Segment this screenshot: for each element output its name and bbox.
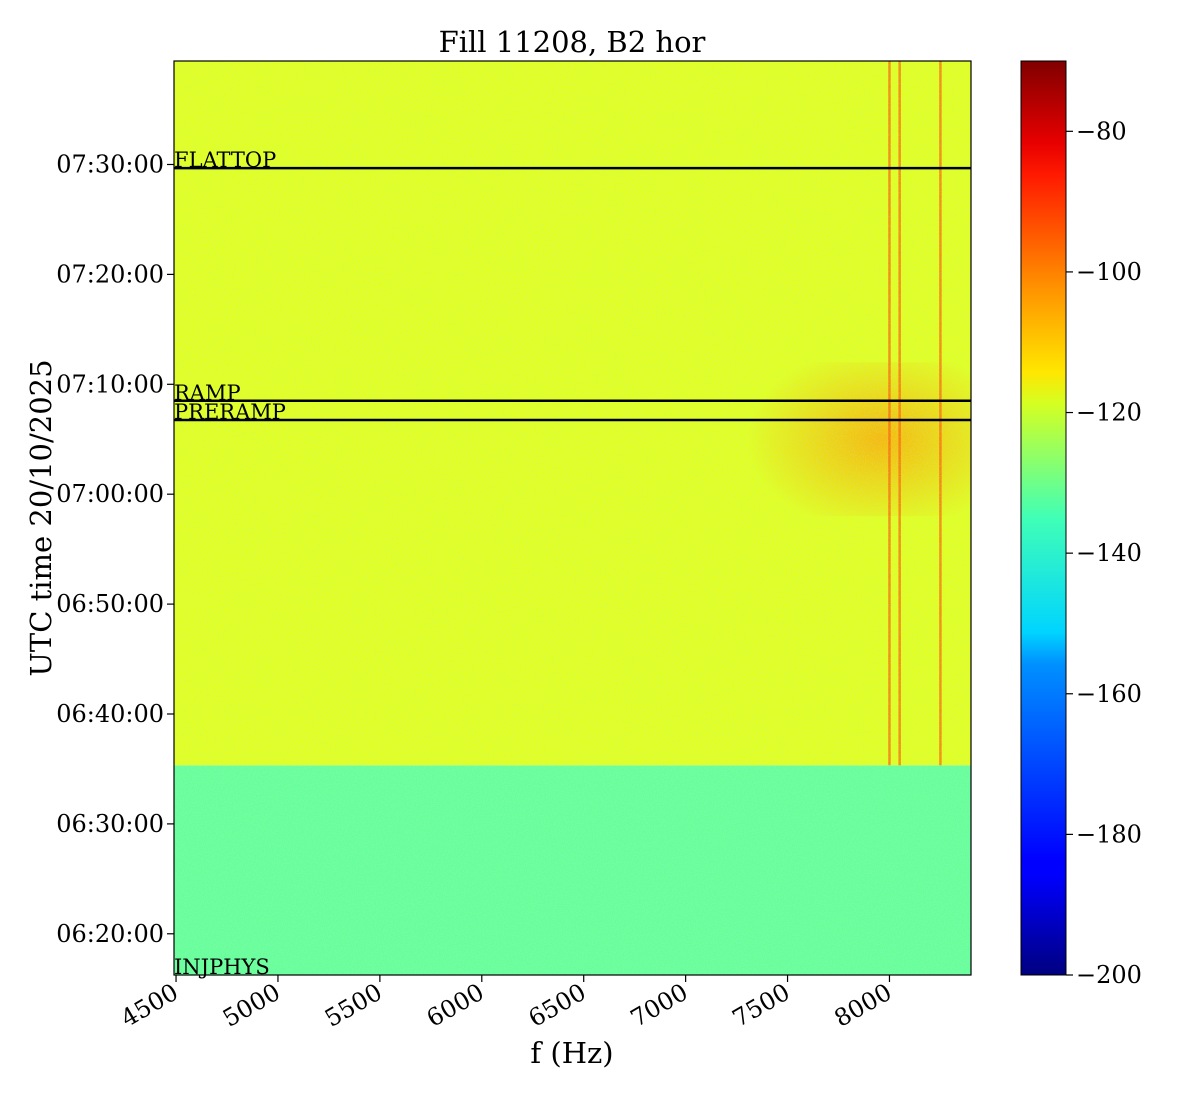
- x-axis-label: f (Hz): [530, 1036, 613, 1070]
- y-tick-label-5: 07:10:00: [56, 370, 164, 398]
- x-tick-label-5: 7000: [626, 978, 693, 1033]
- x-axis-ticks: 4500 5000 5500 6000 6500 7000 7500 8000: [116, 975, 896, 1033]
- plot-frame: [173, 60, 972, 976]
- colorbar-gradient: [1020, 60, 1067, 976]
- x-tick-label-4: 6500: [524, 978, 591, 1033]
- y-tick-label-3: 06:50:00: [56, 590, 164, 618]
- y-tick-label-1: 06:30:00: [56, 810, 164, 838]
- x-tick-label-7: 8000: [830, 978, 897, 1033]
- x-tick-label-2: 5500: [320, 978, 387, 1033]
- colorbar: −200 −180 −160 −140 −120 −100 −80: [1020, 60, 1142, 989]
- colorbar-tick-label-1: −180: [1076, 820, 1142, 848]
- y-axis-label: UTC time 20/10/2025: [24, 359, 58, 676]
- y-tick-label-0: 06:20:00: [56, 920, 164, 948]
- y-axis-ticks: 06:20:00 06:30:00 06:40:00 06:50:00 07:00:00…: [56, 150, 174, 948]
- colorbar-ticks: −200 −180 −160 −140 −120 −100 −80: [1066, 117, 1142, 989]
- x-tick-label-3: 6000: [422, 978, 489, 1033]
- y-tick-label-7: 07:30:00: [56, 150, 164, 178]
- colorbar-tick-label-6: −80: [1076, 117, 1127, 145]
- x-tick-label-1: 5000: [218, 978, 285, 1033]
- phase-label-flattop: FLATTOP: [174, 148, 276, 172]
- noise-texture: [174, 61, 971, 975]
- x-tick-label-0: 4500: [116, 978, 183, 1033]
- y-tick-label-4: 07:00:00: [56, 480, 164, 508]
- spectrogram: [174, 61, 971, 975]
- y-tick-label-2: 06:40:00: [56, 700, 164, 728]
- chart-title: Fill 11208, B2 hor: [439, 25, 706, 59]
- phase-label-preramp: PRERAMP: [174, 400, 286, 424]
- colorbar-tick-label-0: −200: [1076, 961, 1142, 989]
- colorbar-tick-label-3: −140: [1076, 539, 1142, 567]
- y-tick-label-6: 07:20:00: [56, 260, 164, 288]
- colorbar-tick-label-2: −160: [1076, 680, 1142, 708]
- colorbar-tick-label-5: −100: [1076, 258, 1142, 286]
- x-tick-label-6: 7500: [728, 978, 795, 1033]
- colorbar-tick-label-4: −120: [1076, 399, 1142, 427]
- phase-label-ramp: RAMP: [174, 381, 241, 405]
